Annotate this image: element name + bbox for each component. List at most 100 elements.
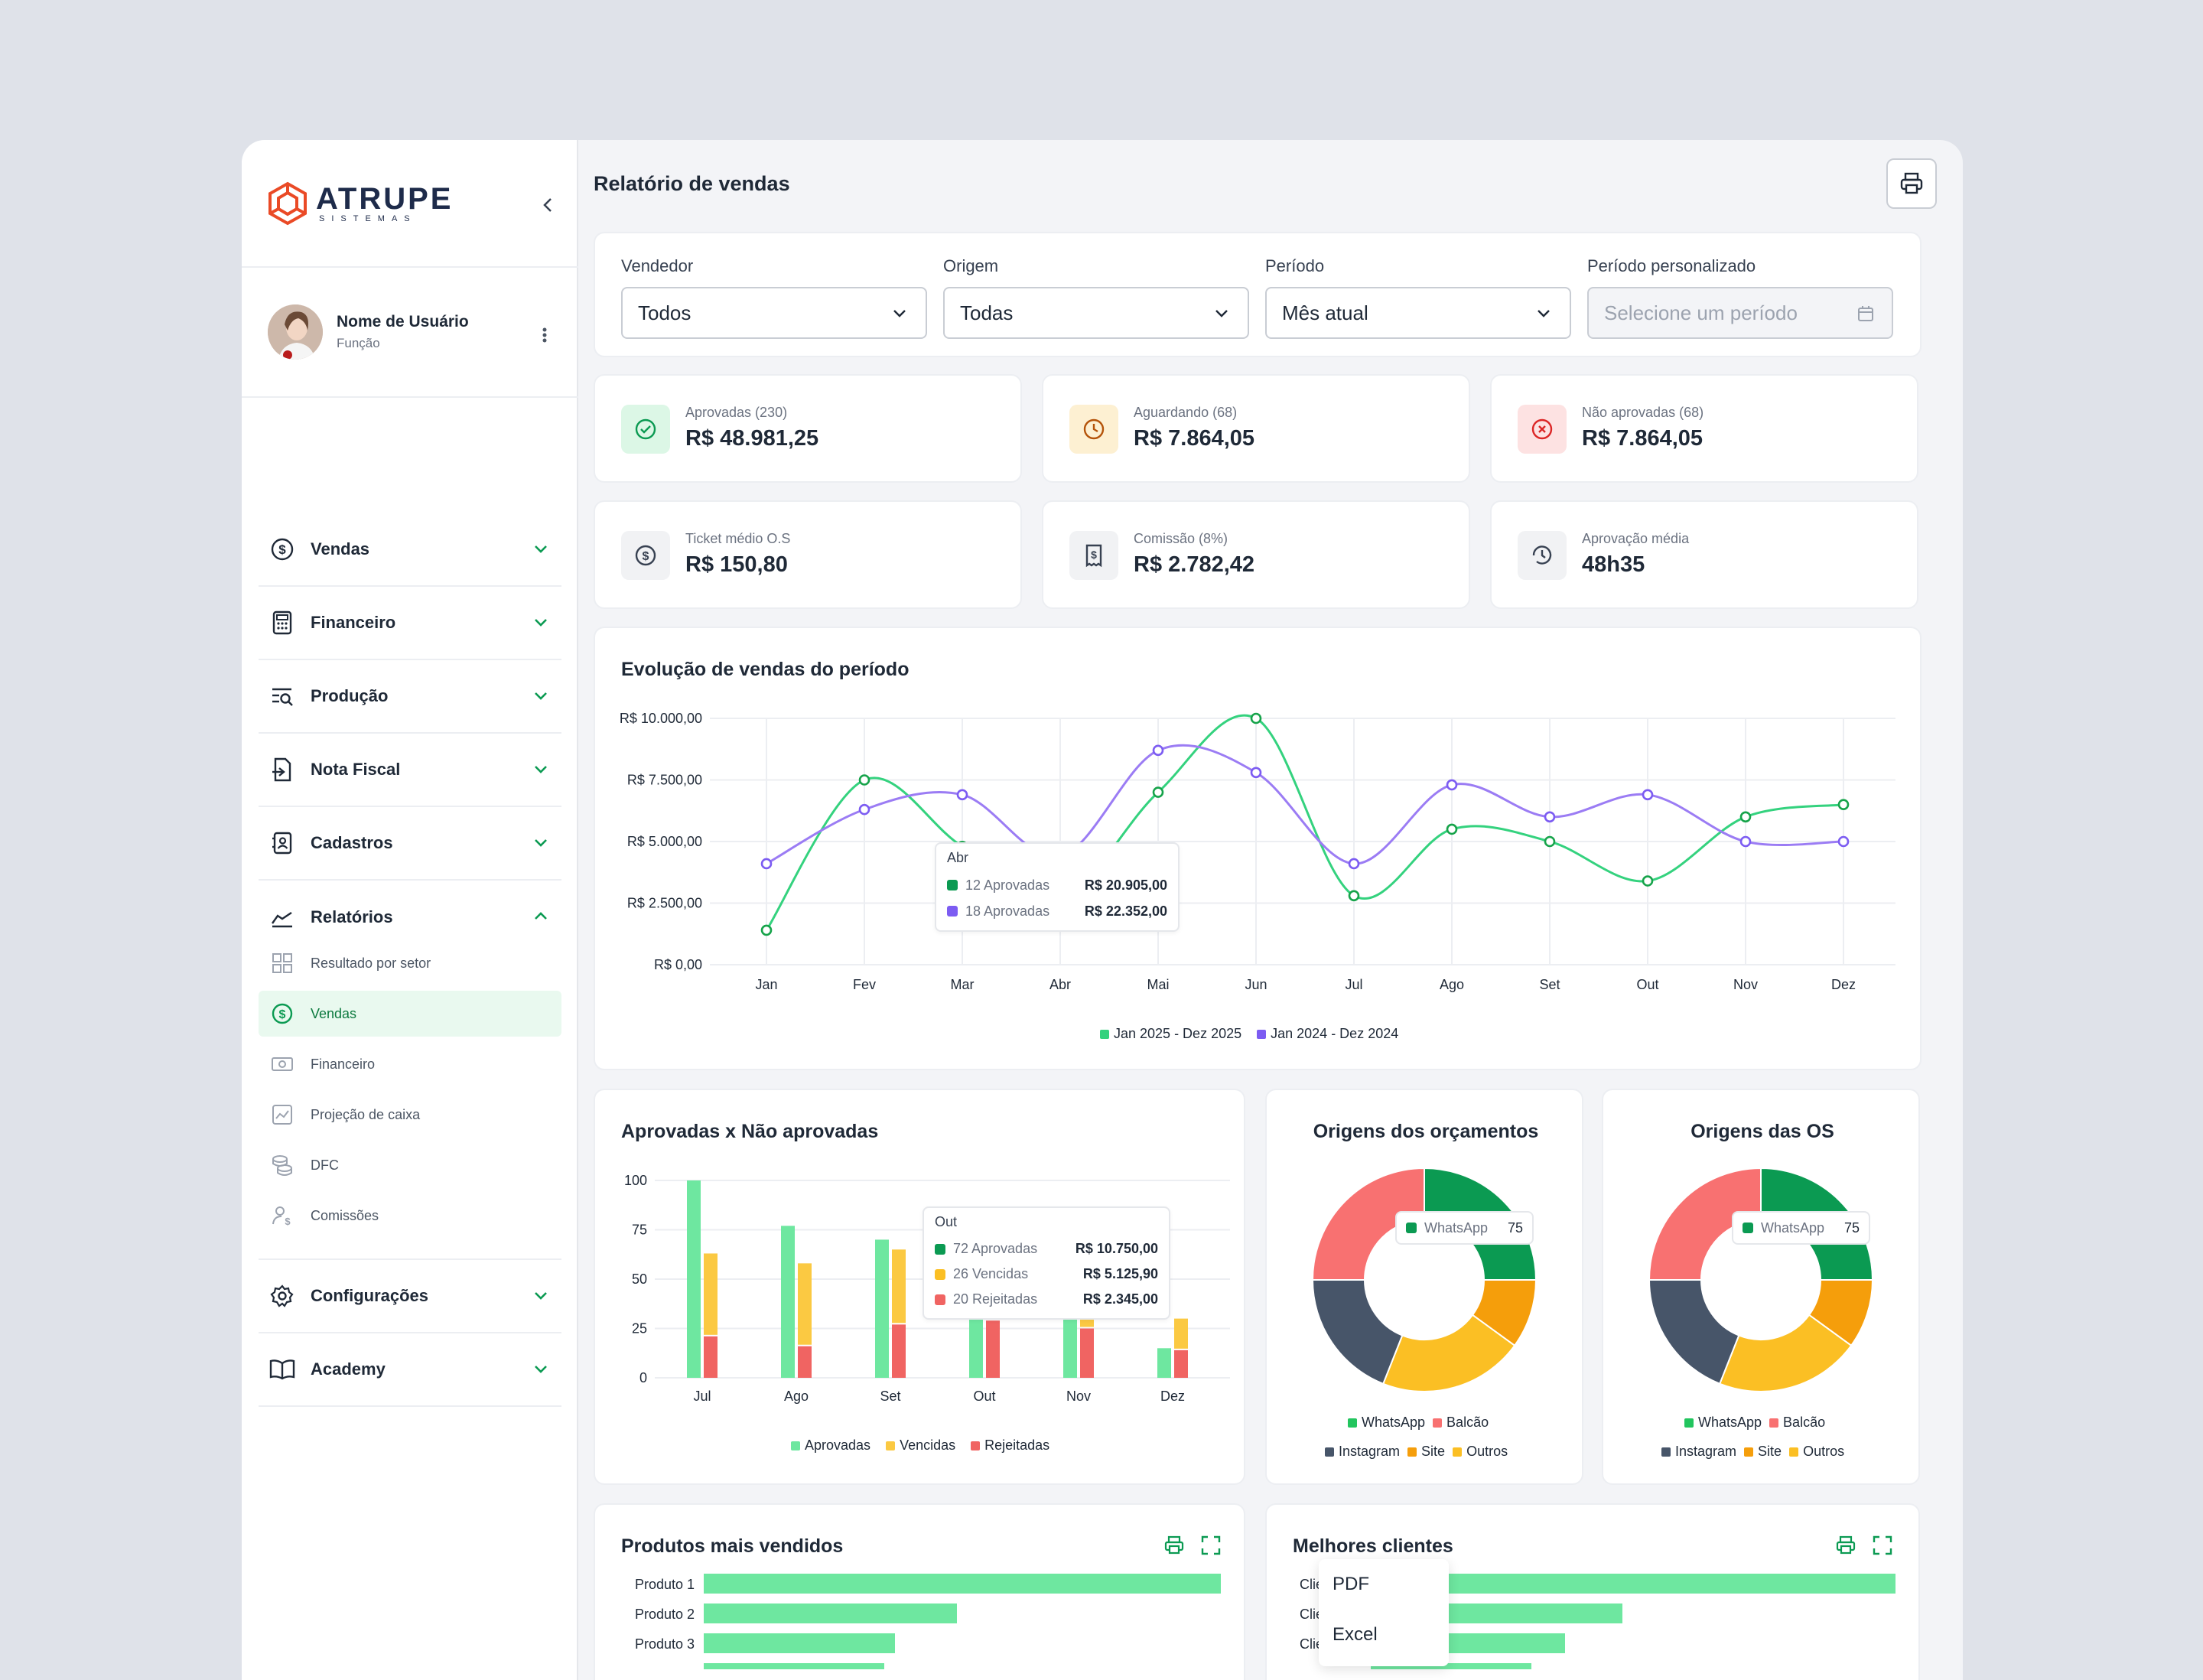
bar-vencidas	[704, 1253, 718, 1335]
data-point	[1642, 789, 1654, 801]
user-menu-button[interactable]	[537, 324, 552, 347]
kpi-label: Aguardando (68)	[1134, 405, 1238, 420]
data-point	[1837, 799, 1850, 810]
sidebar-item-producao[interactable]: Produção	[259, 660, 561, 734]
tooltip-row: 20 Rejeitadas R$ 2.345,00	[935, 1287, 1158, 1312]
tooltip-value: R$ 10.750,00	[1075, 1241, 1158, 1256]
filter-label: Período personalizado	[1587, 256, 1756, 275]
print-button[interactable]	[1886, 158, 1937, 209]
kpi-label: Aprovadas (230)	[685, 405, 788, 420]
sidebar-item-label: Financeiro	[311, 613, 396, 632]
data-point	[1446, 779, 1458, 791]
brand-logo-icon	[268, 181, 307, 226]
bar-rejeitadas	[986, 1320, 1000, 1378]
x-tick-label: Jan	[755, 977, 777, 992]
x-tick-label: Jul	[693, 1389, 711, 1404]
tooltip-row: 72 Aprovadas R$ 10.750,00	[935, 1236, 1158, 1262]
origem-select[interactable]: Todas	[943, 287, 1249, 339]
expand-products-button[interactable]	[1198, 1532, 1224, 1558]
sidebar-subitem-label: Comissões	[311, 1207, 379, 1223]
tooltip-value: R$ 2.345,00	[1082, 1291, 1158, 1307]
print-clients-button[interactable]	[1833, 1532, 1859, 1558]
sidebar-subitem-comissoes[interactable]: $ Comissões	[259, 1193, 561, 1239]
export-menu: PDF Excel	[1319, 1559, 1449, 1666]
export-pdf-option[interactable]: PDF	[1333, 1574, 1369, 1594]
dollar-circle-icon: $	[621, 531, 670, 580]
sidebar-subitem-financeiro[interactable]: Financeiro	[259, 1041, 561, 1087]
section-title: Melhores clientes	[1293, 1535, 1453, 1557]
brand-tagline: SISTEMAS	[319, 214, 417, 223]
sidebar-subitem-resultado-por-setor[interactable]: Resultado por setor	[259, 940, 561, 986]
more-vertical-icon	[542, 327, 547, 343]
legend-label: Instagram	[1339, 1444, 1401, 1459]
sidebar-subitem-vendas[interactable]: $ Vendas	[259, 991, 561, 1037]
y-tick-label: R$ 7.500,00	[627, 773, 702, 788]
legend-swatch	[1433, 1418, 1443, 1428]
fullscreen-icon	[1873, 1535, 1892, 1555]
legend-item: Vencidas	[886, 1437, 955, 1454]
bar-vencidas	[892, 1249, 906, 1323]
x-tick-label: Set	[1539, 977, 1560, 992]
user-role: Função	[337, 336, 380, 350]
bar-vencidas	[798, 1263, 812, 1345]
sidebar-item-cadastros[interactable]: Cadastros	[259, 807, 561, 881]
calculator-icon	[269, 610, 295, 636]
tooltip-value: R$ 5.125,90	[1082, 1266, 1158, 1281]
client-bar	[1371, 1663, 1531, 1669]
sidebar-subitem-projecao-de-caixa[interactable]: Projeção de caixa	[259, 1092, 561, 1138]
svg-text:$: $	[1091, 549, 1097, 561]
legend-label: Site	[1758, 1444, 1782, 1459]
print-products-button[interactable]	[1161, 1532, 1187, 1558]
product-bar	[704, 1574, 1221, 1594]
legend-label: Outros	[1803, 1444, 1845, 1459]
data-point	[1250, 767, 1262, 779]
data-point	[1837, 835, 1850, 848]
collapse-sidebar-button[interactable]	[536, 194, 559, 217]
legend-swatch	[1453, 1447, 1463, 1457]
chevron-down-icon	[893, 310, 906, 317]
kpi-value: R$ 48.981,25	[685, 426, 819, 451]
sidebar-subitem-label: DFC	[311, 1157, 339, 1173]
sidebar-item-financeiro[interactable]: Financeiro	[259, 587, 561, 660]
sidebar-item-academy[interactable]: Academy	[259, 1333, 561, 1407]
sidebar-item-relatorios[interactable]: Relatórios	[259, 881, 561, 954]
date-range-input[interactable]: Selecione um período	[1587, 287, 1893, 339]
select-value: Todos	[638, 301, 691, 324]
legend-item: Jan 2024 - Dez 2024	[1257, 1026, 1398, 1042]
dollar-circle-icon: $	[269, 1001, 295, 1027]
legend-swatch	[886, 1441, 896, 1450]
donut-legend: WhatsApp Balcão	[1348, 1415, 1489, 1431]
y-tick-label: R$ 5.000,00	[627, 834, 702, 849]
kpi-value: R$ 150,80	[685, 552, 788, 577]
legend-item: WhatsApp	[1348, 1415, 1425, 1431]
legend-label: Vencidas	[900, 1437, 956, 1453]
expand-clients-button[interactable]	[1869, 1532, 1895, 1558]
brand-name: ATRUPE	[316, 182, 454, 216]
tooltip-swatch	[935, 1268, 945, 1280]
donut-tooltip: WhatsApp 75	[1395, 1211, 1534, 1245]
legend-swatch	[1684, 1418, 1694, 1428]
file-export-icon	[269, 757, 295, 783]
x-tick-label: Jun	[1245, 977, 1267, 992]
legend-label: WhatsApp	[1698, 1415, 1762, 1430]
y-tick-label: R$ 2.500,00	[627, 896, 702, 911]
svg-text:$: $	[278, 542, 286, 557]
chevron-down-icon	[535, 1292, 547, 1300]
periodo-select[interactable]: Mês atual	[1265, 287, 1571, 339]
sidebar-subitem-dfc[interactable]: DFC	[259, 1142, 561, 1188]
x-tick-label: Mar	[951, 977, 975, 992]
legend-item: Rejeitadas	[971, 1437, 1049, 1454]
export-excel-option[interactable]: Excel	[1333, 1624, 1378, 1645]
sidebar-item-nota-fiscal[interactable]: Nota Fiscal	[259, 734, 561, 807]
sidebar-item-label: Configurações	[311, 1286, 429, 1305]
sidebar-item-vendas[interactable]: $ Vendas	[259, 513, 561, 587]
data-point	[1544, 835, 1556, 848]
sidebar-item-label: Cadastros	[311, 833, 393, 852]
chart-title: Aprovadas x Não aprovadas	[621, 1121, 879, 1142]
sidebar-item-configuracoes[interactable]: Configurações	[259, 1260, 561, 1333]
tooltip-swatch	[1406, 1223, 1417, 1233]
bar-chart-legend: Aprovadas Vencidas Rejeitadas	[791, 1437, 1049, 1454]
vendedor-select[interactable]: Todos	[621, 287, 927, 339]
x-tick-label: Dez	[1831, 977, 1856, 992]
x-circle-icon	[1518, 405, 1567, 454]
